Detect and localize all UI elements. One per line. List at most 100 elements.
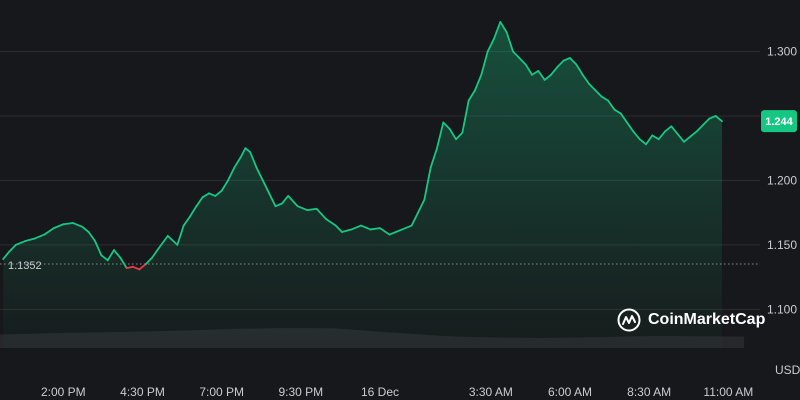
price-segment — [708, 115, 717, 120]
price-segment — [287, 195, 299, 208]
current-price-badge: 1.244 — [761, 110, 797, 133]
price-segment — [651, 134, 660, 141]
price-segment — [325, 218, 337, 227]
price-segment — [8, 243, 17, 253]
brand-name: CoinMarketCap — [648, 311, 766, 328]
price-segment — [43, 227, 55, 236]
price-segment — [562, 57, 571, 62]
x-tick-label: 11:00 AM — [703, 385, 753, 399]
price-segment — [410, 211, 419, 227]
x-tick-label: 4:30 PM — [120, 385, 165, 399]
price-segment — [474, 73, 483, 92]
price-segment — [132, 265, 141, 271]
price-segment — [119, 256, 128, 269]
price-segment — [62, 222, 74, 226]
x-tick-label: 9:30 PM — [278, 385, 323, 399]
price-segment — [543, 73, 552, 81]
price-segment — [280, 195, 290, 205]
price-segment — [100, 254, 109, 262]
y-tick-label: 1.150 — [767, 238, 797, 252]
price-segment — [233, 156, 242, 169]
price-segment — [87, 231, 96, 242]
price-segment — [94, 240, 103, 257]
price-segment — [113, 249, 122, 259]
y-tick-label: 1.200 — [767, 173, 797, 187]
price-segment — [531, 69, 540, 76]
current-price-badge-bg — [761, 110, 797, 133]
x-axis: 2:00 PM 4:30 PM 7:00 PM 9:30 PM 16 Dec 3:30 A… — [41, 385, 753, 399]
price-segment — [436, 121, 445, 150]
price-segment — [176, 224, 185, 246]
currency-label: USD — [775, 363, 800, 377]
price-segment — [480, 50, 489, 76]
price-segment — [626, 121, 635, 133]
baseline-layer: 1.1352 — [0, 260, 760, 272]
price-segment — [455, 131, 464, 141]
price-segment — [182, 215, 191, 227]
price-segment — [499, 21, 508, 34]
price-segment — [2, 250, 11, 260]
price-segment — [201, 192, 210, 199]
price-segment — [360, 224, 372, 231]
x-tick-label: 16 Dec — [361, 385, 399, 399]
price-segment — [261, 179, 271, 195]
price-segment — [537, 69, 546, 81]
price-segment — [518, 57, 527, 66]
price-segment — [575, 63, 584, 76]
price-segment — [14, 240, 27, 246]
price-segment — [676, 133, 685, 143]
price-segment — [388, 231, 397, 236]
price-segment — [334, 224, 343, 233]
price-segment — [607, 99, 616, 111]
price-segment — [71, 222, 84, 228]
price-segment — [239, 147, 247, 159]
price-segment — [657, 130, 666, 141]
price-segment — [524, 63, 533, 76]
price-segment — [556, 59, 565, 68]
price-segment — [379, 227, 391, 236]
price-segment — [600, 95, 609, 102]
price-segment — [125, 265, 134, 269]
price-segment — [613, 108, 622, 115]
price-area-fill — [3, 21, 722, 349]
price-segment — [220, 179, 229, 192]
price-segment — [81, 225, 90, 233]
price-segment — [581, 73, 590, 85]
y-axis: 1.100 1.150 1.200 1.300 USD — [767, 45, 800, 377]
price-area — [3, 21, 722, 349]
price-segment — [493, 21, 502, 40]
price-segment — [429, 147, 438, 169]
price-segment — [274, 202, 283, 208]
price-segment — [442, 121, 451, 130]
price-segment — [594, 89, 603, 98]
price-segment — [632, 130, 641, 141]
price-segment — [486, 37, 495, 53]
price-segment — [24, 237, 36, 242]
price-segment — [350, 224, 362, 231]
x-tick-label: 8:30 AM — [627, 385, 671, 399]
price-line — [2, 21, 723, 271]
price-segment — [588, 82, 597, 92]
price-segment — [244, 147, 252, 153]
x-tick-label: 7:00 PM — [199, 385, 244, 399]
price-segment — [638, 138, 647, 146]
price-segment — [714, 115, 723, 123]
price-segment — [144, 256, 153, 266]
price-segment — [695, 124, 704, 133]
price-segment — [157, 234, 169, 250]
price-segment — [249, 151, 258, 169]
price-segment — [151, 247, 160, 259]
price-segment — [670, 125, 679, 135]
price-segment — [417, 198, 426, 214]
price-segment — [401, 224, 413, 231]
x-tick-label: 2:00 PM — [41, 385, 86, 399]
coinmarketcap-watermark: CoinMarketCap — [617, 308, 765, 332]
price-segment — [268, 192, 277, 208]
price-segment — [315, 207, 328, 221]
price-segment — [569, 57, 578, 66]
price-segment — [166, 234, 179, 246]
x-tick-label: 3:30 AM — [469, 385, 513, 399]
price-segment — [689, 130, 698, 138]
